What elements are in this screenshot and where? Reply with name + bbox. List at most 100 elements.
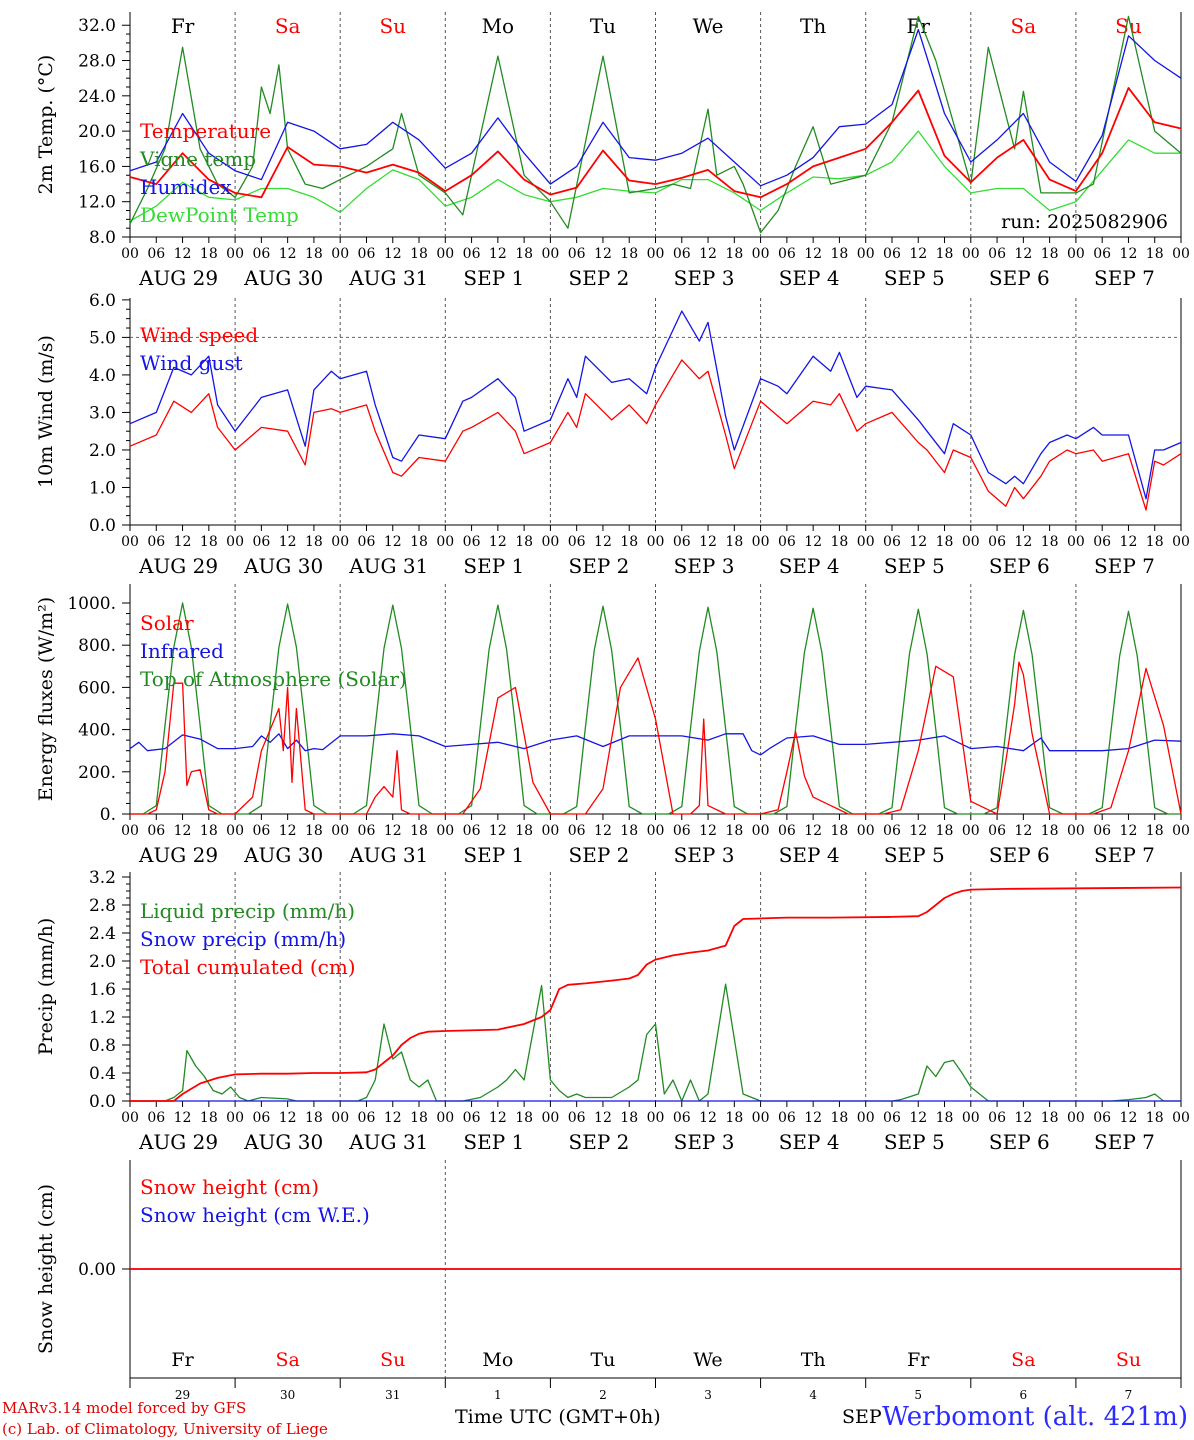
- hour-tick-label: 06: [463, 1110, 481, 1126]
- credit-line-2: (c) Lab. of Climatology, University of L…: [2, 1420, 328, 1438]
- hour-tick-label: 18: [1146, 534, 1164, 550]
- legend-entry: Solar: [140, 611, 194, 635]
- hour-tick-label: 18: [305, 534, 323, 550]
- hour-tick-label: 06: [778, 823, 796, 839]
- hour-tick-label: 18: [936, 246, 954, 262]
- date-label: SEP 3: [674, 554, 735, 578]
- hour-tick-label: 18: [200, 823, 218, 839]
- run-label: run: 2025082906: [1001, 211, 1168, 233]
- hour-tick-label: 00: [1172, 1110, 1190, 1126]
- hour-tick-label: 00: [647, 534, 665, 550]
- y-axis-label: Precip (mm/h): [35, 918, 57, 1056]
- hour-tick-label: 06: [358, 823, 376, 839]
- date-label: SEP 6: [989, 843, 1050, 867]
- legend-entry: Wind speed: [140, 323, 258, 347]
- hour-tick-label: 00: [121, 246, 139, 262]
- date-label: SEP 3: [674, 843, 735, 867]
- hour-tick-label: 18: [515, 823, 533, 839]
- y-tick-label: 800.: [78, 636, 116, 656]
- hour-tick-label: 00: [226, 534, 244, 550]
- hour-tick-label: 18: [725, 246, 743, 262]
- hour-tick-label: 18: [1146, 246, 1164, 262]
- hour-tick-label: 12: [909, 1110, 927, 1126]
- hour-tick-label: 06: [673, 823, 691, 839]
- weekday-label: Tu: [590, 14, 616, 38]
- hour-tick-label: 06: [1093, 534, 1111, 550]
- credit-line-1: MARv3.14 model forced by GFS: [2, 1399, 247, 1417]
- y-tick-label: 3.0: [89, 403, 116, 423]
- date-label: SEP 5: [884, 843, 945, 867]
- y-tick-label: 6.0: [89, 291, 116, 311]
- hour-tick-label: 06: [252, 534, 270, 550]
- hour-tick-label: 06: [147, 534, 165, 550]
- hour-tick-label: 12: [279, 534, 297, 550]
- hour-tick-label: 18: [1041, 534, 1059, 550]
- hour-tick-label: 18: [831, 246, 849, 262]
- hour-tick-label: 06: [988, 246, 1006, 262]
- hour-tick-label: 06: [252, 246, 270, 262]
- hour-tick-label: 12: [1014, 246, 1032, 262]
- hour-tick-label: 00: [647, 246, 665, 262]
- day-number-label: 30: [280, 1388, 295, 1402]
- date-label: SEP 1: [463, 554, 524, 578]
- date-label: AUG 31: [348, 843, 428, 867]
- hour-tick-label: 18: [1041, 246, 1059, 262]
- hour-tick-label: 06: [463, 823, 481, 839]
- hour-tick-label: 00: [857, 823, 875, 839]
- hour-tick-label: 18: [1146, 1110, 1164, 1126]
- hour-tick-label: 18: [620, 534, 638, 550]
- hour-tick-label: 00: [1172, 246, 1190, 262]
- y-tick-label: 0.00: [78, 1260, 116, 1280]
- date-label: SEP 3: [674, 1130, 735, 1154]
- date-label: SEP 6: [989, 554, 1050, 578]
- y-tick-label: 12.0: [78, 193, 116, 213]
- hour-tick-label: 00: [1172, 534, 1190, 550]
- hour-tick-label: 00: [857, 246, 875, 262]
- hour-tick-label: 00: [121, 823, 139, 839]
- hour-tick-label: 00: [226, 1110, 244, 1126]
- hour-tick-label: 06: [883, 823, 901, 839]
- hour-tick-label: 12: [489, 1110, 507, 1126]
- y-tick-label: 4.0: [89, 366, 116, 386]
- hour-tick-label: 18: [1041, 823, 1059, 839]
- hour-tick-label: 12: [279, 1110, 297, 1126]
- y-tick-label: 28.0: [78, 52, 116, 72]
- y-tick-label: 600.: [78, 678, 116, 698]
- y-tick-label: 2.8: [89, 896, 116, 916]
- legend-entry: Snow height (cm W.E.): [140, 1203, 370, 1227]
- date-label: SEP 5: [884, 1130, 945, 1154]
- hour-tick-label: 00: [331, 534, 349, 550]
- hour-tick-label: 06: [568, 534, 586, 550]
- legend-entry: DewPoint Temp: [140, 203, 299, 227]
- hour-tick-label: 00: [752, 534, 770, 550]
- hour-tick-label: 12: [699, 1110, 717, 1126]
- hour-tick-label: 06: [988, 534, 1006, 550]
- day-number-label: 3: [704, 1388, 712, 1402]
- day-number-label: 31: [385, 1388, 400, 1402]
- hour-tick-label: 18: [936, 823, 954, 839]
- date-label: SEP 5: [884, 266, 945, 290]
- y-tick-label: 20.0: [78, 122, 116, 142]
- hour-tick-label: 06: [778, 246, 796, 262]
- hour-tick-label: 18: [725, 534, 743, 550]
- hour-tick-label: 00: [541, 534, 559, 550]
- date-label: SEP 2: [569, 1130, 630, 1154]
- hour-tick-label: 18: [305, 246, 323, 262]
- hour-tick-label: 12: [174, 1110, 192, 1126]
- day-number-label: 1: [494, 1388, 502, 1402]
- hour-tick-label: 00: [962, 246, 980, 262]
- hour-tick-label: 12: [909, 246, 927, 262]
- hour-tick-label: 06: [147, 823, 165, 839]
- legend-entry: Wind gust: [140, 351, 243, 375]
- series-line-dewpoint-temp: [129, 130, 1181, 222]
- weekday-label: Fr: [171, 1349, 194, 1371]
- date-label: SEP 1: [463, 266, 524, 290]
- legend-entry: Temperature: [140, 119, 271, 143]
- y-tick-label: 0.0: [89, 1092, 116, 1112]
- date-label: SEP 2: [569, 554, 630, 578]
- hour-tick-label: 06: [358, 1110, 376, 1126]
- day-number-label: 5: [914, 1388, 922, 1402]
- hour-tick-label: 06: [778, 534, 796, 550]
- hour-tick-label: 06: [673, 1110, 691, 1126]
- hour-tick-label: 00: [1067, 246, 1085, 262]
